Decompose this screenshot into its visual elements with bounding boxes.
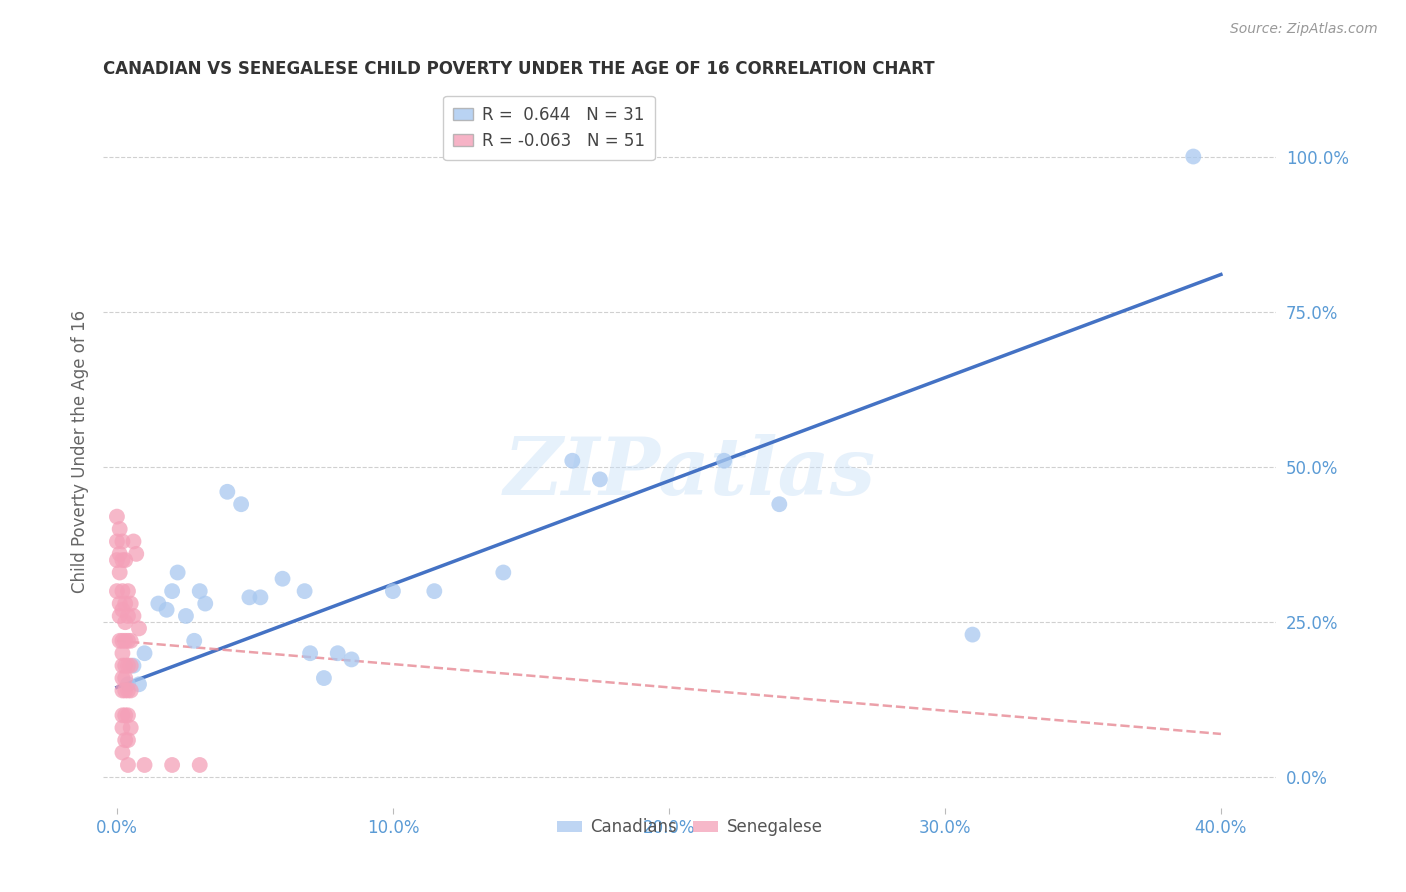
Point (174, 609, 197, 624)
Point (128, 621, 150, 635)
Point (312, 671, 335, 685)
Point (105, 534, 128, 549)
Point (114, 597, 136, 611)
Point (122, 534, 145, 549)
Point (111, 584, 134, 599)
Point (249, 591, 271, 605)
Point (326, 646, 349, 660)
Point (134, 646, 156, 660)
Point (713, 454, 735, 468)
Point (117, 733, 139, 747)
Point (271, 572, 294, 586)
Point (120, 721, 142, 735)
Point (160, 584, 183, 599)
Point (108, 566, 131, 580)
Point (120, 633, 142, 648)
Point (108, 633, 131, 648)
Point (114, 671, 136, 685)
Text: CANADIAN VS SENEGALESE CHILD POVERTY UNDER THE AGE OF 16 CORRELATION CHART: CANADIAN VS SENEGALESE CHILD POVERTY UND… (103, 60, 935, 78)
Point (1182, 149, 1205, 163)
Point (194, 597, 217, 611)
Point (229, 497, 252, 511)
Point (114, 683, 136, 698)
Point (120, 597, 142, 611)
Point (114, 658, 136, 673)
Point (111, 746, 134, 760)
Point (117, 708, 139, 723)
Point (340, 652, 363, 666)
Point (962, 627, 984, 641)
Point (492, 566, 515, 580)
Text: ZIPatlas: ZIPatlas (503, 434, 876, 512)
Point (108, 522, 131, 536)
Point (299, 646, 322, 660)
Point (160, 758, 183, 772)
Point (105, 509, 128, 524)
Point (120, 683, 142, 698)
Point (122, 609, 145, 624)
Point (108, 609, 131, 624)
Point (111, 646, 134, 660)
Point (117, 683, 139, 698)
Point (183, 633, 205, 648)
Point (423, 584, 446, 599)
Point (117, 633, 139, 648)
Point (217, 484, 239, 499)
Point (111, 671, 134, 685)
Point (128, 677, 150, 691)
Point (111, 603, 134, 617)
Point (114, 708, 136, 723)
Point (108, 547, 131, 561)
Point (117, 658, 139, 673)
Point (125, 547, 148, 561)
Point (117, 758, 139, 772)
Point (134, 758, 156, 772)
Point (105, 553, 128, 567)
Point (120, 658, 142, 673)
Point (188, 584, 211, 599)
Point (111, 534, 134, 549)
Point (155, 603, 177, 617)
Point (122, 658, 145, 673)
Point (188, 758, 211, 772)
Point (294, 584, 316, 599)
Point (117, 609, 139, 624)
Y-axis label: Child Poverty Under the Age of 16: Child Poverty Under the Age of 16 (72, 310, 89, 593)
Text: Source: ZipAtlas.com: Source: ZipAtlas.com (1230, 22, 1378, 37)
Point (111, 683, 134, 698)
Point (238, 591, 260, 605)
Point (114, 553, 136, 567)
Legend: Canadians, Senegalese: Canadians, Senegalese (550, 812, 830, 843)
Point (166, 566, 188, 580)
Point (114, 615, 136, 630)
Point (105, 584, 128, 599)
Point (589, 472, 612, 486)
Point (111, 658, 134, 673)
Point (768, 497, 790, 511)
Point (381, 584, 404, 599)
Point (111, 721, 134, 735)
Point (117, 584, 139, 599)
Point (148, 597, 170, 611)
Point (111, 708, 134, 723)
Point (114, 733, 136, 747)
Point (108, 597, 131, 611)
Point (114, 633, 136, 648)
Point (111, 633, 134, 648)
Point (117, 677, 139, 691)
Point (111, 553, 134, 567)
Point (561, 454, 583, 468)
